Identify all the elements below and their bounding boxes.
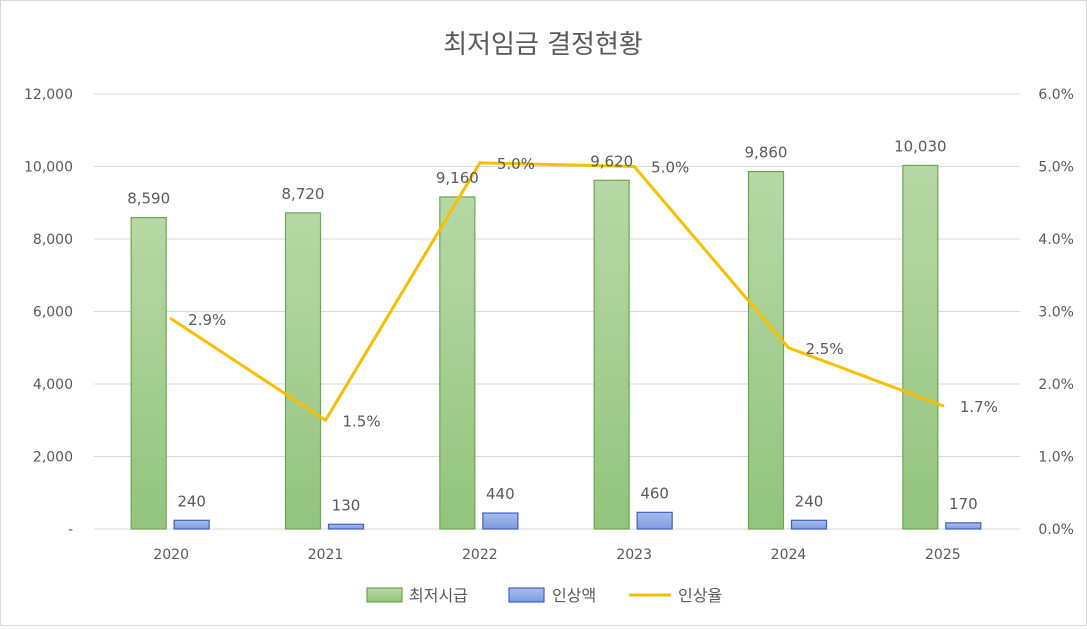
point-raise-rate <box>941 404 945 408</box>
bar-minimum-wage <box>439 196 476 530</box>
legend-swatch-minimum-wage <box>366 587 403 603</box>
data-label-minimum-wage: 8,720 <box>282 185 325 203</box>
x-tick-label: 2023 <box>616 547 652 563</box>
data-label-minimum-wage: 9,620 <box>590 152 633 170</box>
y-left-tick-label: 8,000 <box>33 232 73 248</box>
bar-minimum-wage <box>902 164 939 530</box>
bar-minimum-wage <box>593 179 630 530</box>
x-tick-label: 2020 <box>153 547 189 563</box>
data-label-raise-rate: 5.0% <box>651 159 689 177</box>
data-label-raise-rate: 1.5% <box>343 412 381 430</box>
data-label-raise-amount: 170 <box>949 495 978 513</box>
y-left-tick-label: 6,000 <box>33 305 73 321</box>
data-label-raise-amount: 460 <box>640 484 669 502</box>
y-right-tick-label: 2.0% <box>1038 377 1074 393</box>
y-right-tick-label: 5.0% <box>1038 160 1074 176</box>
line-raise-rate <box>170 161 944 422</box>
legend-label-raise-amount: 인상액 <box>552 586 596 605</box>
bar-minimum-wage <box>130 217 167 530</box>
bar-raise-amount <box>173 519 210 530</box>
point-raise-rate <box>324 418 327 422</box>
data-label-raise-amount: 240 <box>177 492 206 510</box>
bar-minimum-wage <box>747 170 785 530</box>
chart-title: 최저임금 결정현황 <box>443 30 643 60</box>
data-label-minimum-wage: 8,590 <box>127 190 170 208</box>
x-tick-label: 2021 <box>308 547 344 563</box>
legend-label-minimum-wage: 최저시급 <box>409 586 468 605</box>
legend-label-raise-rate: 인상율 <box>678 586 722 605</box>
y-left-tick-label: - <box>68 522 73 538</box>
point-raise-rate <box>169 317 173 321</box>
y-right-tick-label: 3.0% <box>1038 305 1074 321</box>
y-left-tick-label: 4,000 <box>33 377 73 393</box>
bar-raise-amount <box>636 511 673 530</box>
legend-swatch-raise-amount <box>508 587 545 603</box>
x-tick-label: 2025 <box>925 547 961 563</box>
bar-raise-amount <box>327 523 365 530</box>
y-left-tick-label: 2,000 <box>33 450 73 466</box>
y-right-tick-label: 6.0% <box>1038 87 1074 103</box>
y-right-tick-label: 4.0% <box>1038 232 1074 248</box>
bar-raise-amount <box>945 522 982 530</box>
data-label-raise-rate: 1.7% <box>960 398 998 416</box>
data-label-minimum-wage: 9,860 <box>745 144 788 162</box>
bar-minimum-wage <box>284 212 322 530</box>
point-raise-rate <box>478 161 482 165</box>
y-left-tick-label: 10,000 <box>24 160 73 176</box>
y-left-tick-label: 12,000 <box>24 87 73 103</box>
data-label-minimum-wage: 9,160 <box>436 169 479 187</box>
data-label-raise-rate: 5.0% <box>497 155 535 173</box>
data-label-minimum-wage: 10,030 <box>894 137 947 155</box>
x-tick-label: 2024 <box>771 547 807 563</box>
data-label-raise-amount: 130 <box>332 496 361 514</box>
data-label-raise-amount: 440 <box>486 485 515 503</box>
bar-raise-amount <box>790 519 828 530</box>
y-right-tick-label: 0.0% <box>1038 522 1074 538</box>
x-tick-label: 2022 <box>462 547 498 563</box>
data-label-raise-amount: 240 <box>795 492 824 510</box>
data-label-raise-rate: 2.5% <box>806 340 844 358</box>
point-raise-rate <box>787 346 790 350</box>
y-right-tick-label: 1.0% <box>1038 450 1074 466</box>
point-raise-rate <box>632 165 636 168</box>
bar-raise-amount <box>482 512 519 530</box>
data-label-raise-rate: 2.9% <box>188 311 226 329</box>
